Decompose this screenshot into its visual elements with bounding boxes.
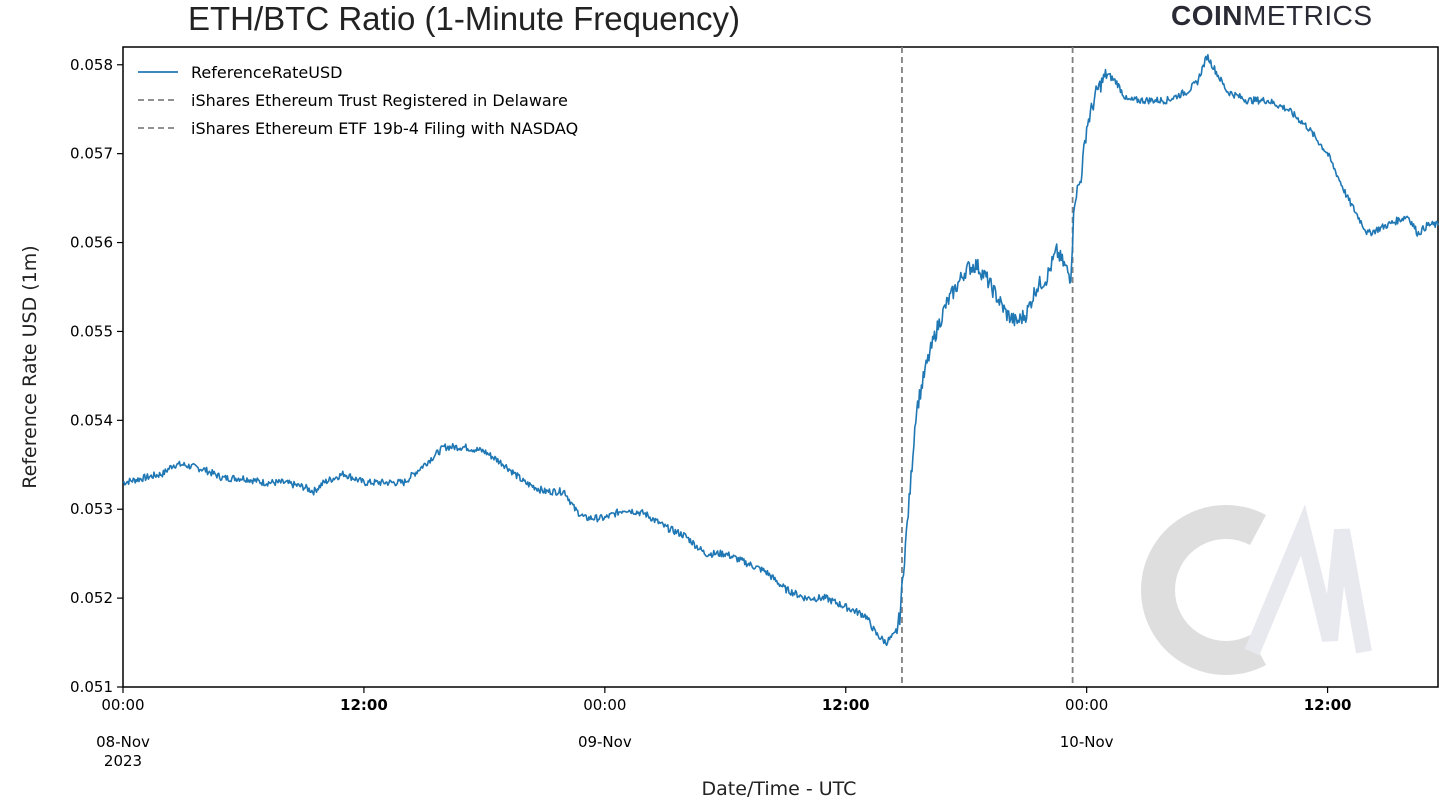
x-axis-label: Date/Time - UTC bbox=[702, 778, 857, 800]
y-tick-label: 0.051 bbox=[70, 678, 113, 696]
plot-area-frame bbox=[122, 46, 1439, 688]
x-tick-date-label: 10-Nov bbox=[1060, 733, 1114, 751]
x-tick-label: 00:00 bbox=[101, 696, 144, 714]
x-tick-label: 00:00 bbox=[583, 696, 626, 714]
y-axis: 0.051 0.052 0.053 0.054 0.055 0.056 0.057 0.058 bbox=[70, 56, 123, 696]
x-tick-label: 12:00 bbox=[822, 696, 870, 714]
x-tick-date-label: 08-Nov bbox=[96, 733, 150, 751]
x-tick-label: 12:00 bbox=[1304, 696, 1352, 714]
legend-label-1: ReferenceRateUSD bbox=[191, 63, 342, 82]
x-tick-label: 00:00 bbox=[1065, 696, 1108, 714]
event-lines bbox=[901, 47, 1074, 687]
y-tick-label: 0.056 bbox=[70, 234, 113, 252]
legend: ReferenceRateUSD iShares Ethereum Trust R… bbox=[138, 63, 578, 138]
legend-label-3: iShares Ethereum ETF 19b-4 Filing with N… bbox=[191, 119, 578, 138]
series-group bbox=[122, 54, 1439, 647]
x-tick-year-label: 2023 bbox=[104, 752, 142, 770]
y-tick-label: 0.052 bbox=[70, 589, 113, 607]
y-tick-label: 0.057 bbox=[70, 145, 113, 163]
y-axis-label: Reference Rate USD (1m) bbox=[19, 245, 41, 488]
legend-label-2: iShares Ethereum Trust Registered in Del… bbox=[191, 91, 568, 110]
y-tick-label: 0.053 bbox=[70, 500, 113, 518]
series-line-referencerateusd bbox=[122, 54, 1439, 647]
brand-logo-light: METRICS bbox=[1243, 0, 1373, 31]
y-tick-label: 0.058 bbox=[70, 56, 113, 74]
cm-watermark-icon bbox=[1141, 504, 1372, 675]
x-tick-date-label: 09-Nov bbox=[578, 733, 632, 751]
x-tick-label: 12:00 bbox=[340, 696, 388, 714]
y-tick-label: 0.054 bbox=[70, 411, 113, 429]
y-tick-label: 0.055 bbox=[70, 322, 113, 340]
chart-title: ETH/BTC Ratio (1-Minute Frequency) bbox=[188, 0, 740, 37]
brand-logo: COINMETRICS bbox=[1171, 0, 1373, 32]
brand-logo-bold: COIN bbox=[1171, 0, 1243, 31]
